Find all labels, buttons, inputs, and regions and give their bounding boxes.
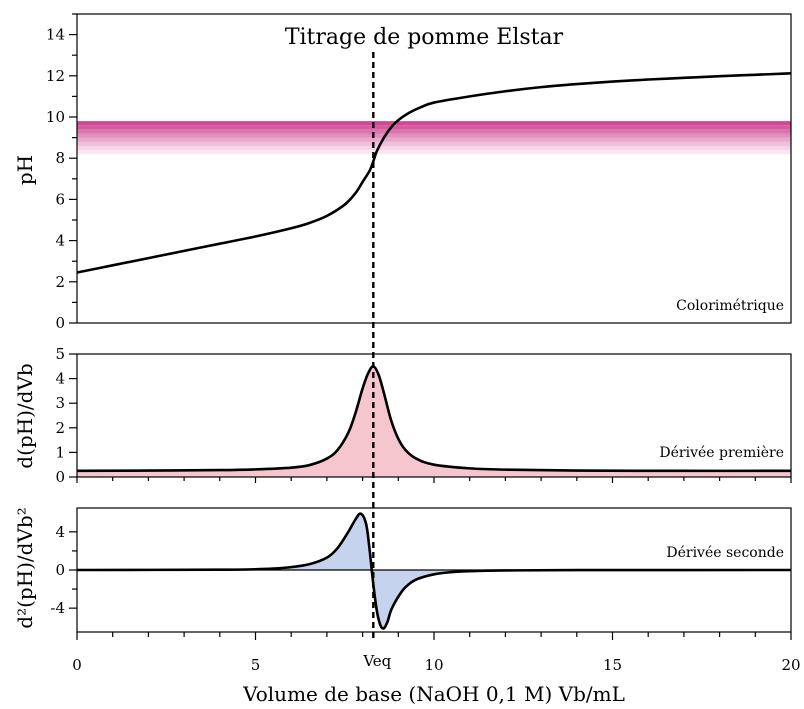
ph-panel-frame bbox=[76, 13, 792, 324]
indicator-band-stripe bbox=[77, 149, 791, 155]
y-tick-label: 4 bbox=[55, 370, 65, 388]
y-tick-label: 0 bbox=[55, 561, 65, 579]
second-derivative-axis-label: d²(pH)/dVb² bbox=[13, 507, 37, 628]
x-tick-label: 0 bbox=[72, 656, 82, 674]
indicator-band-stripe bbox=[77, 145, 791, 150]
y-tick-label: -4 bbox=[50, 599, 65, 617]
indicator-band-stripe bbox=[77, 141, 791, 146]
second-derivative-panel-label: Dérivée seconde bbox=[666, 545, 784, 561]
x-tick-label: 15 bbox=[603, 656, 622, 674]
y-tick-label: 10 bbox=[46, 108, 65, 126]
indicator-band-stripe bbox=[77, 129, 791, 134]
y-tick-label: 4 bbox=[55, 523, 65, 541]
indicator-band-stripe bbox=[77, 125, 791, 130]
indicator-color-band bbox=[77, 121, 791, 155]
y-tick-label: 8 bbox=[55, 149, 65, 167]
y-tick-label: 4 bbox=[55, 232, 65, 250]
indicator-band-stripe bbox=[77, 137, 791, 142]
indicator-band-stripe bbox=[77, 133, 791, 138]
y-tick-label: 6 bbox=[55, 190, 65, 208]
chart-title: Titrage de pomme Elstar bbox=[285, 25, 564, 50]
y-tick-label: 5 bbox=[55, 345, 65, 363]
y-tick-label: 14 bbox=[46, 26, 65, 44]
first-derivative-axis-label: d(pH)/dVb bbox=[13, 363, 37, 468]
x-tick-label: 5 bbox=[251, 656, 261, 674]
y-tick-label: 3 bbox=[55, 394, 65, 412]
ph-curve bbox=[77, 72, 791, 274]
y-tick-label: 2 bbox=[55, 273, 65, 291]
y-tick-label: 12 bbox=[46, 67, 65, 85]
x-axis-label: Volume de base (NaOH 0,1 M) Vb/mL bbox=[242, 682, 625, 706]
x-tick-label: 20 bbox=[781, 656, 800, 674]
y-tick-label: 0 bbox=[55, 468, 65, 486]
y-tick-label: 2 bbox=[55, 419, 65, 437]
ph-panel-label: Colorimétrique bbox=[676, 298, 784, 314]
first-derivative-panel-label: Dérivée première bbox=[659, 445, 784, 461]
y-tick-label: 0 bbox=[55, 314, 65, 332]
x-tick-label: 10 bbox=[424, 656, 443, 674]
second-derivative-curve bbox=[77, 512, 791, 630]
y-tick-label: 1 bbox=[55, 443, 65, 461]
ph-axis-label: pH bbox=[13, 155, 37, 185]
equivalence-label: Veq bbox=[362, 652, 391, 670]
indicator-band-stripe bbox=[77, 121, 791, 126]
